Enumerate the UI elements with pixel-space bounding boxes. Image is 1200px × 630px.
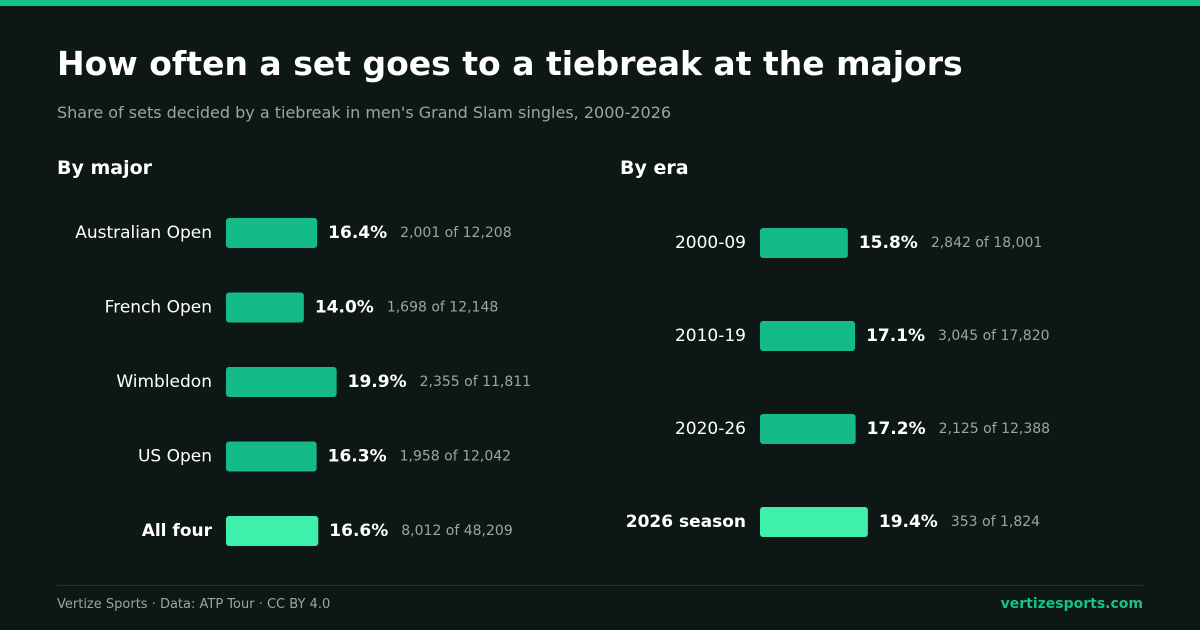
section-heading-by-major: By major (57, 157, 153, 179)
value-label-era-2010-19: 17.1% (866, 326, 925, 346)
count-annotation-era-2020-26: 2,125 of 12,388 (939, 421, 1050, 437)
value-label-major-all-four: 16.6% (329, 521, 388, 541)
bar-major-all-four (226, 516, 319, 546)
value-label-major-us-open: 16.3% (328, 447, 387, 467)
category-label-era-2000-09: 2000-09 (675, 233, 746, 253)
bar-era-2000-09 (760, 228, 848, 258)
count-annotation-era-2026-season: 353 of 1,824 (951, 514, 1040, 530)
value-label-major-australian-open: 16.4% (328, 223, 387, 243)
category-label-major-us-open: US Open (138, 447, 212, 467)
count-annotation-major-french-open: 1,698 of 12,148 (387, 300, 498, 316)
count-annotation-major-wimbledon: 2,355 of 11,811 (420, 374, 531, 390)
category-label-major-all-four: All four (142, 521, 213, 541)
chart-subtitle: Share of sets decided by a tiebreak in m… (57, 103, 672, 122)
category-label-major-french-open: French Open (105, 298, 212, 318)
bar-major-wimbledon (226, 367, 337, 397)
count-annotation-era-2000-09: 2,842 of 18,001 (931, 235, 1042, 251)
value-label-era-2000-09: 15.8% (859, 233, 918, 253)
bar-era-2010-19 (760, 321, 856, 351)
count-annotation-major-australian-open: 2,001 of 12,208 (400, 225, 511, 241)
chart-title: How often a set goes to a tiebreak at th… (57, 44, 963, 83)
footer-site-link[interactable]: vertizesports.com (1000, 596, 1143, 612)
bar-major-australian-open (226, 218, 318, 248)
bar-major-us-open (226, 441, 317, 472)
value-label-era-2026-season: 19.4% (879, 512, 938, 532)
bar-era-2020-26 (760, 414, 856, 444)
category-label-era-2026-season: 2026 season (626, 512, 746, 532)
footer-divider (57, 585, 1143, 586)
category-label-era-2020-26: 2020-26 (675, 419, 746, 439)
category-label-era-2010-19: 2010-19 (675, 326, 746, 346)
footer-credit: Vertize Sports · Data: ATP Tour · CC BY … (57, 597, 331, 612)
count-annotation-major-all-four: 8,012 of 48,209 (401, 523, 512, 539)
value-label-major-wimbledon: 19.9% (348, 372, 407, 392)
bar-major-french-open (226, 292, 304, 323)
count-annotation-era-2010-19: 3,045 of 17,820 (938, 328, 1049, 344)
value-label-era-2020-26: 17.2% (867, 419, 926, 439)
category-label-major-australian-open: Australian Open (75, 223, 212, 243)
category-label-major-wimbledon: Wimbledon (116, 372, 212, 392)
bar-era-2026-season (760, 507, 868, 537)
count-annotation-major-us-open: 1,958 of 12,042 (400, 449, 511, 465)
value-label-major-french-open: 14.0% (315, 298, 374, 318)
section-heading-by-era: By era (620, 157, 689, 179)
top-accent-bar (0, 0, 1200, 6)
